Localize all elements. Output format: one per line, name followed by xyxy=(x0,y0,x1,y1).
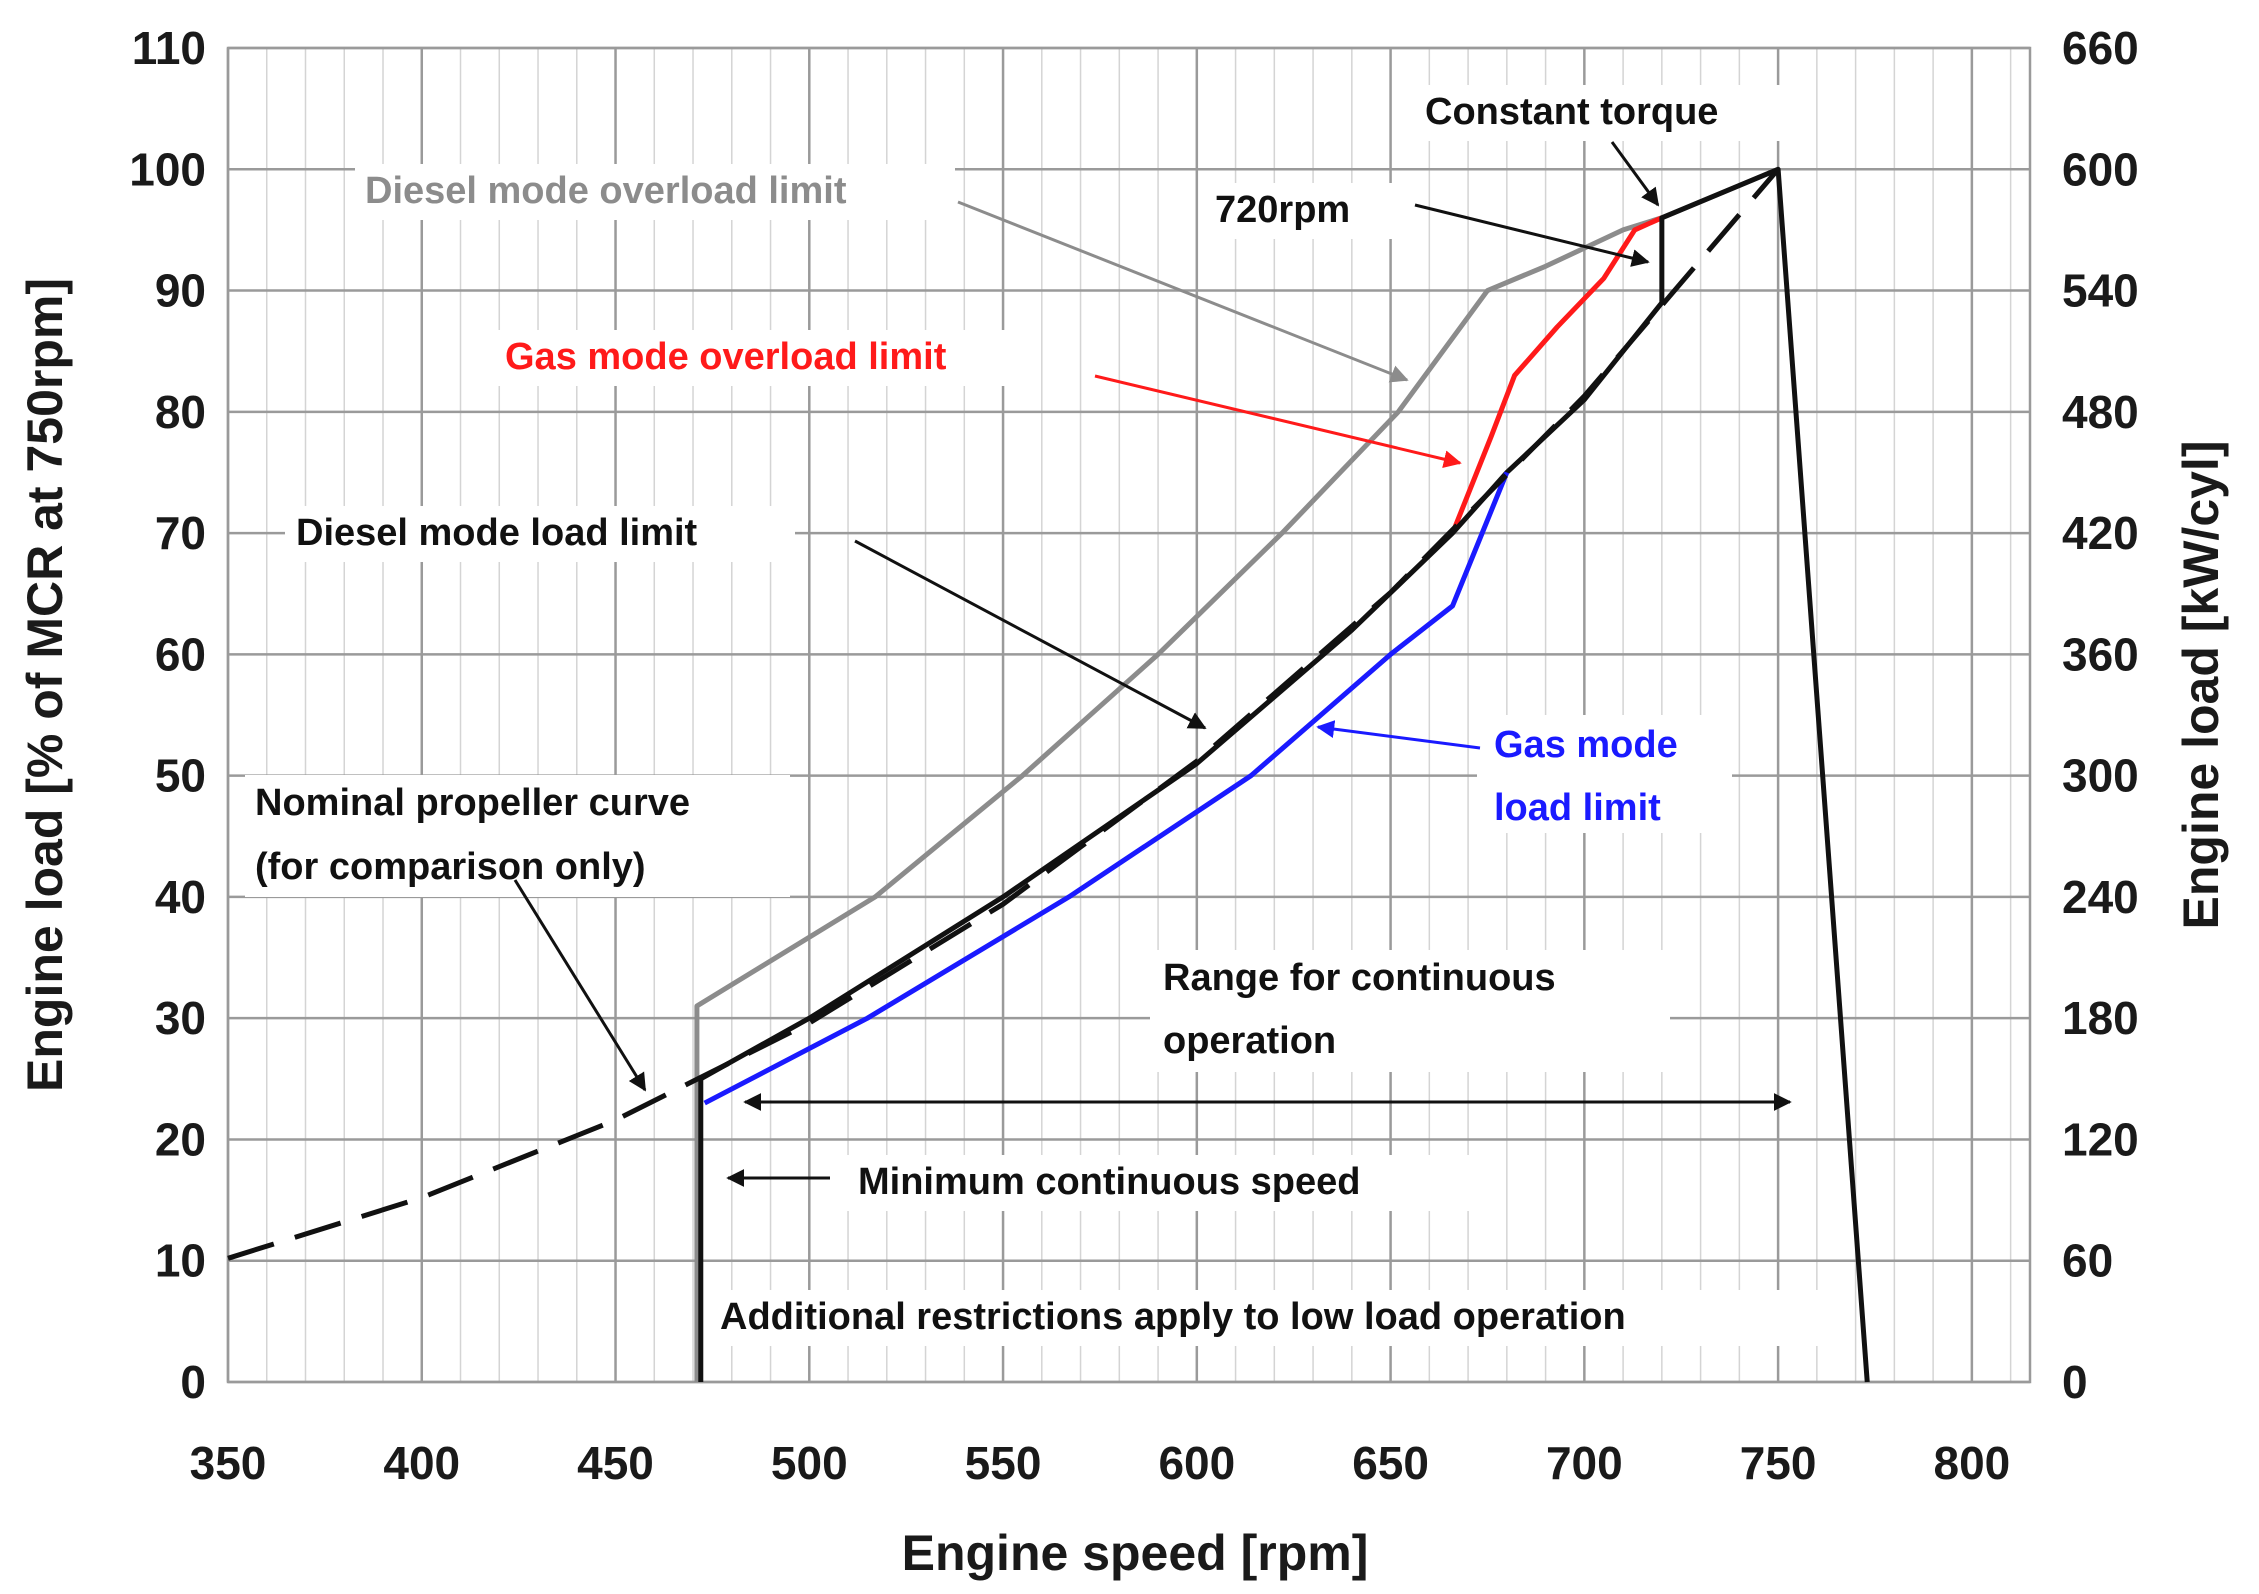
annotation-nominal-2: (for comparison only) xyxy=(255,846,646,888)
data-series xyxy=(227,166,1870,1383)
annotation-diesel-load: Diesel mode load limit xyxy=(296,512,698,554)
y-tick-label: 110 xyxy=(132,22,206,74)
y-tick-label: 40 xyxy=(155,871,206,923)
x-axis-title: Engine speed [rpm] xyxy=(902,1525,1369,1581)
annotations: Constant torque 720rpm Diesel mode overl… xyxy=(245,85,1820,1346)
annotation-range-2: operation xyxy=(1163,1020,1336,1062)
arrow-gas-overload xyxy=(1094,374,1462,468)
y-tick-label: 70 xyxy=(155,507,206,559)
arrow-gas-load xyxy=(1316,720,1481,750)
y-right-tick-label: 120 xyxy=(2062,1113,2139,1165)
x-tick-label: 700 xyxy=(1546,1437,1623,1489)
series-line-gas-mode-load-limit xyxy=(703,471,1510,1106)
x-tick-label: 350 xyxy=(190,1437,267,1489)
annotation-nominal-1: Nominal propeller curve xyxy=(255,782,690,824)
series-line-gas-mode-overload-limit xyxy=(1450,215,1663,535)
annotation-720rpm: 720rpm xyxy=(1215,189,1350,231)
y-right-tick-label: 540 xyxy=(2062,265,2139,317)
annotation-diesel-overload: Diesel mode overload limit xyxy=(365,170,847,212)
y-right-tick-label: 60 xyxy=(2062,1235,2113,1287)
y-right-tick-label: 360 xyxy=(2062,628,2139,680)
y-tick-label: 90 xyxy=(155,265,206,317)
y-right-tick-label: 660 xyxy=(2062,22,2139,74)
x-tick-label: 450 xyxy=(577,1437,654,1489)
plot-frame xyxy=(226,46,2032,1384)
y-tick-label: 100 xyxy=(129,143,206,195)
y-tick-label: 20 xyxy=(155,1113,206,1165)
y-right-tick-label: 480 xyxy=(2062,386,2139,438)
annotation-restrictions: Additional restrictions apply to low loa… xyxy=(720,1296,1626,1338)
y-tick-label: 60 xyxy=(155,628,206,680)
annotation-arrows xyxy=(513,141,1792,1187)
y-axis-title: Engine load [% of MCR at 750rpm] xyxy=(17,278,73,1092)
y-right-tick-label: 180 xyxy=(2062,992,2139,1044)
x-tick-label: 550 xyxy=(965,1437,1042,1489)
y-right-tick-label: 240 xyxy=(2062,871,2139,923)
y-tick-label: 80 xyxy=(155,386,206,438)
arrow-constant-torque xyxy=(1610,141,1660,207)
annotation-min-speed: Minimum continuous speed xyxy=(858,1161,1360,1203)
y-tick-label: 10 xyxy=(155,1235,206,1287)
y-tick-label: 30 xyxy=(155,992,206,1044)
y-right-tick-label: 300 xyxy=(2062,750,2139,802)
arrow-diesel-overload xyxy=(957,200,1409,383)
x-tick-label: 500 xyxy=(771,1437,848,1489)
y-right-tick-label: 0 xyxy=(2062,1356,2088,1408)
arrow-diesel-load xyxy=(854,539,1207,730)
x-tick-label: 750 xyxy=(1740,1437,1817,1489)
series-line-nominal-propeller-curve-for-comparison-only xyxy=(227,167,1781,1261)
y-right-tick-label: 600 xyxy=(2062,143,2139,195)
x-tick-label: 400 xyxy=(383,1437,460,1489)
arrow-720rpm xyxy=(1414,203,1650,267)
x-tick-label: 600 xyxy=(1158,1437,1235,1489)
y-axis-right-title: Engine load [kW/cyl] xyxy=(2173,441,2229,930)
annotation-gas-load-1: Gas mode xyxy=(1494,724,1678,766)
annotation-gas-overload: Gas mode overload limit xyxy=(505,336,947,378)
x-tick-label: 650 xyxy=(1352,1437,1429,1489)
y-right-tick-label: 420 xyxy=(2062,507,2139,559)
y-tick-label: 0 xyxy=(180,1356,206,1408)
annotation-range-1: Range for continuous xyxy=(1163,957,1556,999)
series-line-diesel-mode-overload-limit xyxy=(694,166,1780,1382)
arrow-nominal xyxy=(513,879,647,1092)
annotation-gas-load-2: load limit xyxy=(1494,787,1661,829)
tick-labels: 350 400 450 500 550 600 650 700 750 8000102030405… xyxy=(129,22,2139,1489)
x-tick-label: 800 xyxy=(1933,1437,2010,1489)
annotation-constant-torque: Constant torque xyxy=(1425,91,1718,133)
y-tick-label: 50 xyxy=(155,750,206,802)
